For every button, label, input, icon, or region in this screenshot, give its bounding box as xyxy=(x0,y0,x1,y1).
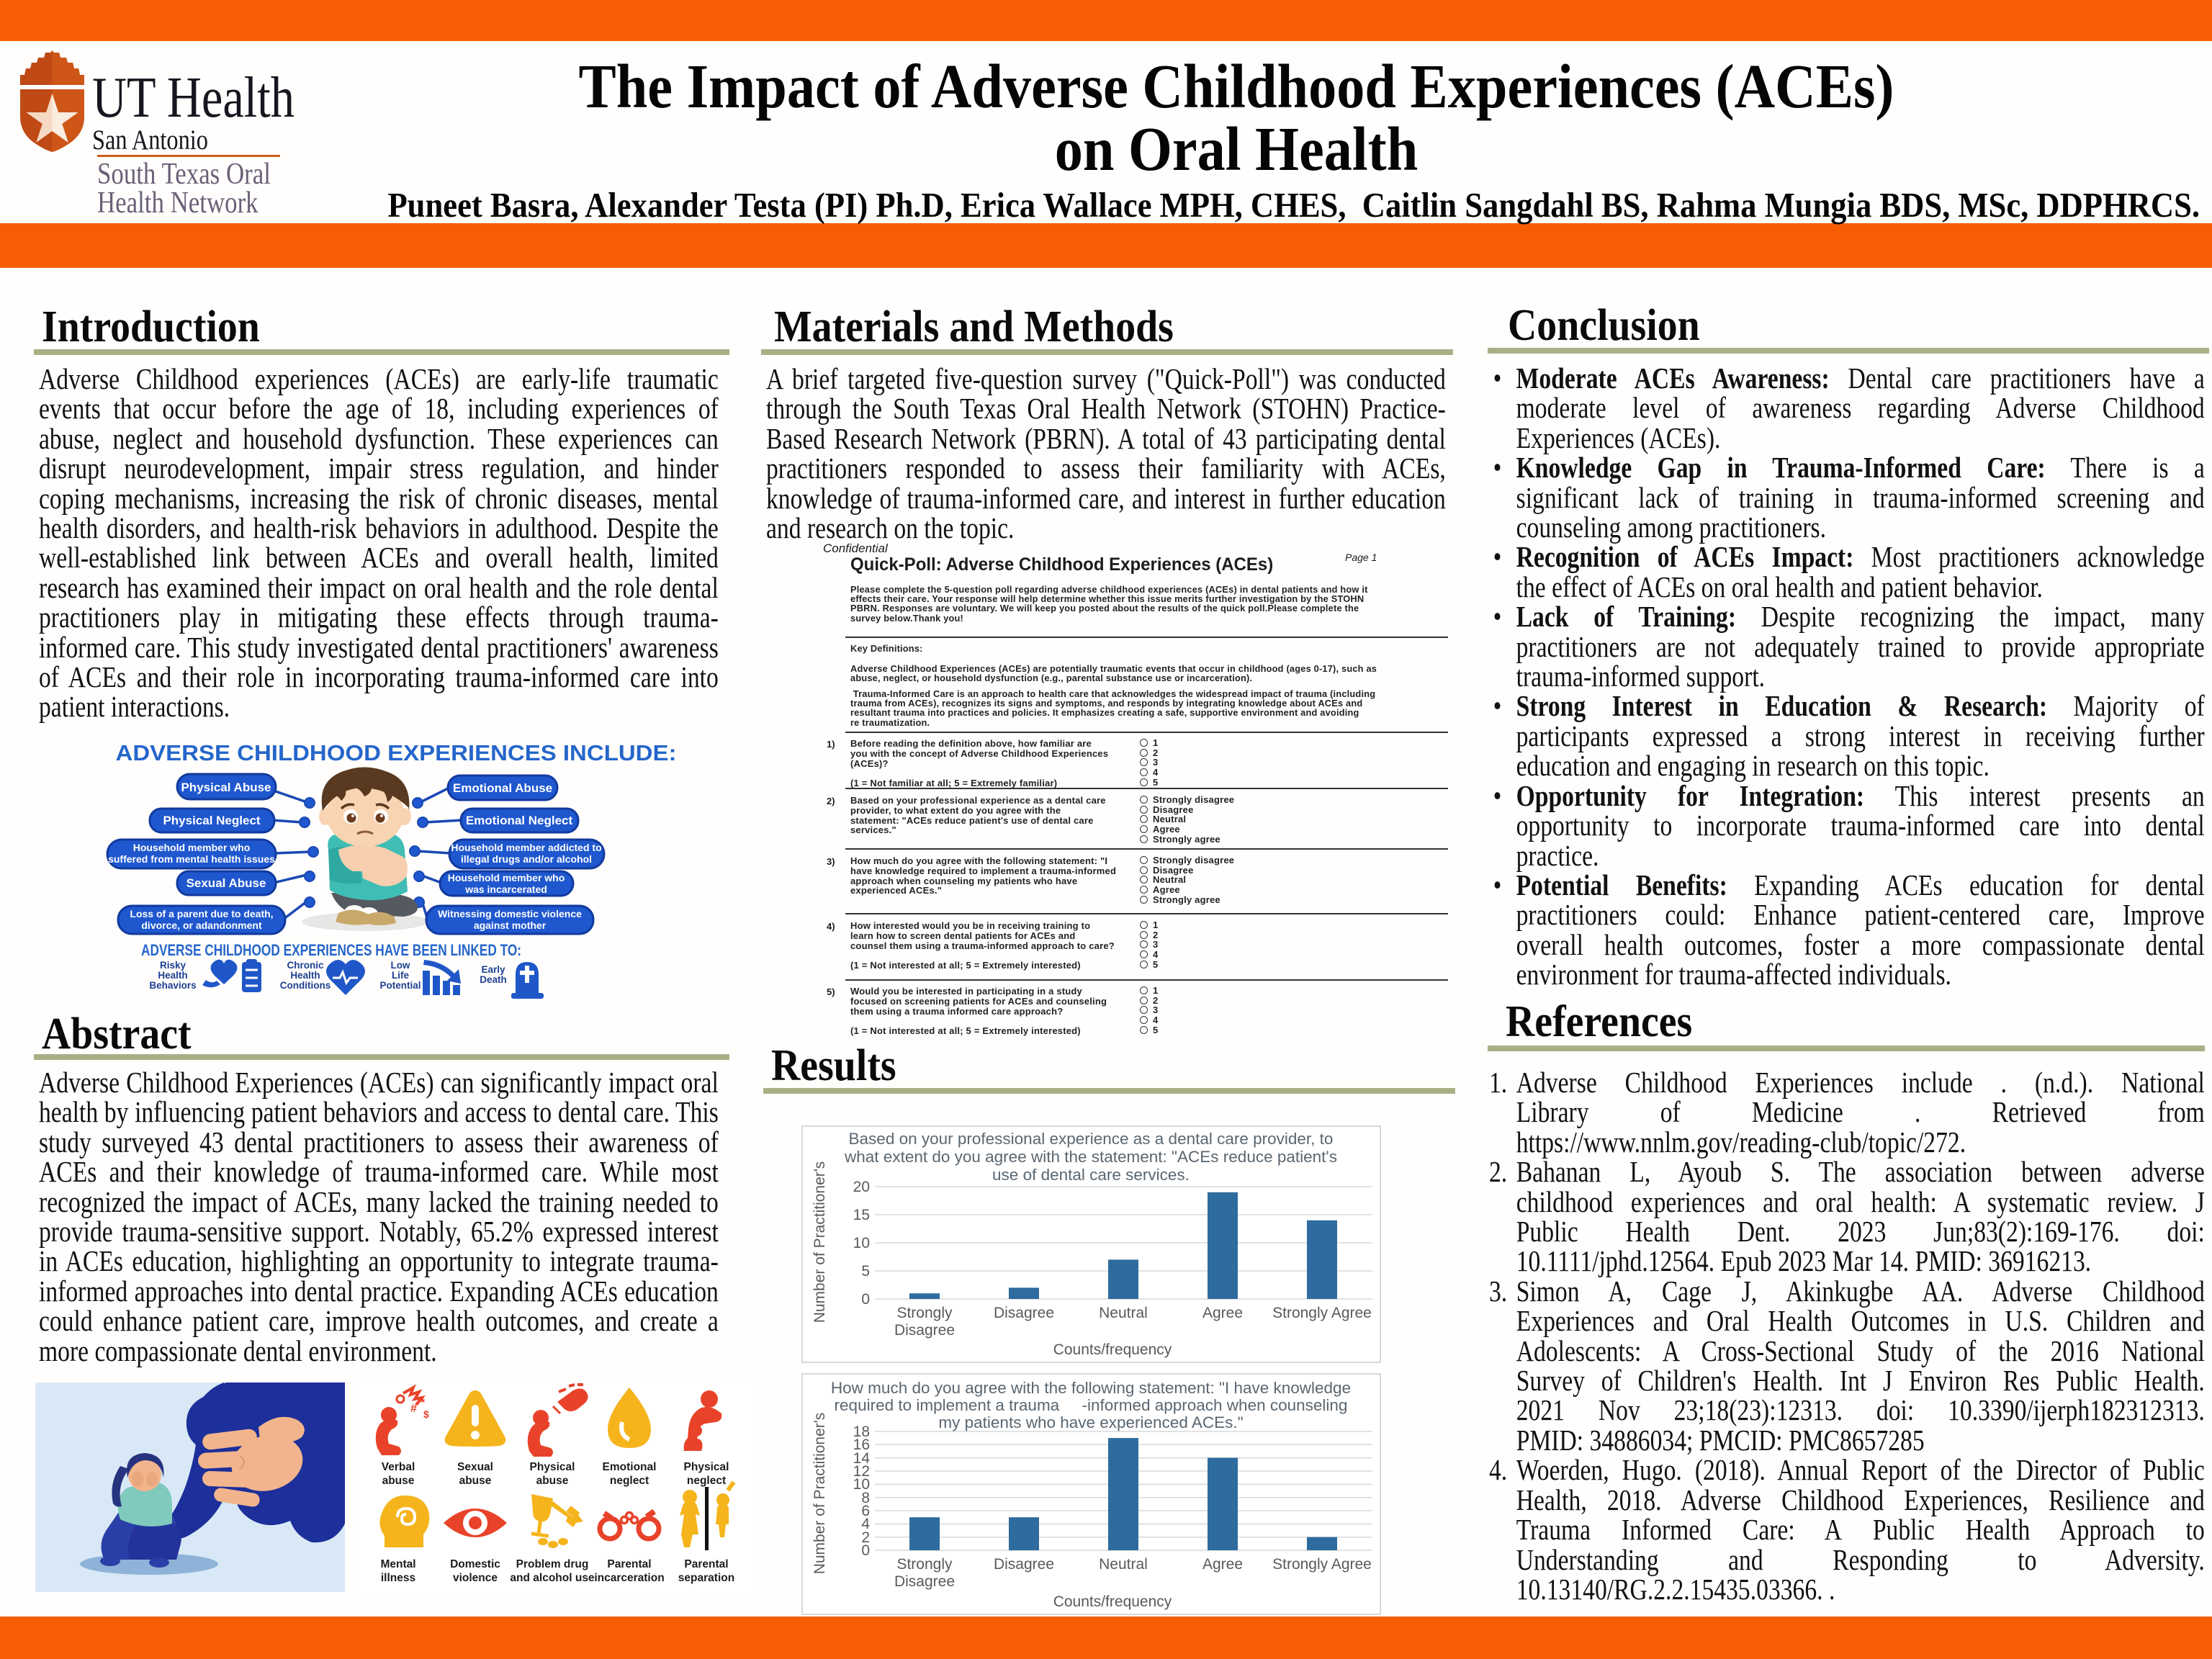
svg-text:Mental: Mental xyxy=(380,1558,415,1570)
svg-text:Household member who: Household member who xyxy=(133,842,251,853)
svg-text:How much do you agree with the: How much do you agree with the following… xyxy=(831,1379,1351,1397)
svg-text:Behaviors: Behaviors xyxy=(149,980,196,991)
svg-text:Household member addicted to: Household member addicted to xyxy=(451,842,601,853)
svg-text:Sexual: Sexual xyxy=(457,1461,493,1473)
svg-text:Life: Life xyxy=(392,970,409,981)
svg-text:Disagree: Disagree xyxy=(994,1305,1054,1321)
svg-text:Disagree: Disagree xyxy=(894,1573,955,1590)
svg-text:0: 0 xyxy=(861,1542,870,1559)
svg-text:violence: violence xyxy=(453,1572,498,1584)
svg-text:Number of Practitioner's: Number of Practitioner's xyxy=(811,1161,828,1323)
svg-text:Physical: Physical xyxy=(530,1461,575,1473)
svg-text:Strongly Agree: Strongly Agree xyxy=(1272,1305,1372,1321)
svg-text:Physical Abuse: Physical Abuse xyxy=(181,781,271,794)
svg-text:20: 20 xyxy=(853,1179,870,1195)
svg-text:Counts/frequency: Counts/frequency xyxy=(1053,1593,1172,1610)
svg-text:18: 18 xyxy=(853,1424,870,1440)
svg-text:10: 10 xyxy=(853,1235,870,1251)
svg-text:8: 8 xyxy=(861,1490,870,1506)
svg-text:Risky: Risky xyxy=(160,960,186,971)
svg-text:Low: Low xyxy=(391,960,410,971)
svg-text:abuse: abuse xyxy=(459,1475,492,1487)
svg-text:Strongly: Strongly xyxy=(896,1305,953,1321)
svg-text:Emotional Abuse: Emotional Abuse xyxy=(453,781,552,795)
svg-text:Emotional Neglect: Emotional Neglect xyxy=(466,814,573,827)
svg-text:ADVERSE CHILDHOOD EXPERIENCES: ADVERSE CHILDHOOD EXPERIENCES INCLUDE: xyxy=(116,742,677,765)
svg-text:Problem drug: Problem drug xyxy=(516,1558,589,1570)
svg-text:Loss of a parent due to death,: Loss of a parent due to death, xyxy=(130,908,273,920)
svg-text:Strongly: Strongly xyxy=(896,1556,953,1573)
svg-text:Physical Neglect: Physical Neglect xyxy=(163,814,260,827)
svg-text:0: 0 xyxy=(861,1291,870,1308)
svg-text:Parental: Parental xyxy=(607,1558,651,1570)
svg-text:illness: illness xyxy=(381,1572,415,1584)
svg-text:Disagree: Disagree xyxy=(894,1322,955,1339)
svg-text:Agree: Agree xyxy=(1202,1305,1243,1321)
svg-text:Agree: Agree xyxy=(1202,1556,1243,1573)
svg-text:Number of Practitioner's: Number of Practitioner's xyxy=(811,1413,828,1575)
svg-text:abuse: abuse xyxy=(536,1475,569,1487)
svg-text:neglect: neglect xyxy=(687,1475,726,1487)
svg-text:and alcohol use: and alcohol use xyxy=(510,1572,595,1584)
svg-text:against mother: against mother xyxy=(474,920,547,931)
svg-text:was incarcerated: was incarcerated xyxy=(464,884,547,895)
svg-text:Disagree: Disagree xyxy=(994,1556,1054,1573)
svg-text:4: 4 xyxy=(861,1516,870,1532)
svg-text:Emotional: Emotional xyxy=(603,1461,657,1473)
svg-text:Potential: Potential xyxy=(379,980,421,991)
svg-text:2: 2 xyxy=(861,1529,870,1546)
svg-text:6: 6 xyxy=(861,1503,870,1519)
svg-text:illegal drugs and/or alcohol: illegal drugs and/or alcohol xyxy=(461,853,592,865)
svg-text:Health: Health xyxy=(158,970,187,981)
svg-text:Witnessing domestic violence: Witnessing domestic violence xyxy=(438,908,582,920)
svg-text:Sexual Abuse: Sexual Abuse xyxy=(186,876,266,890)
svg-text:required to implement a trauma: required to implement a trauma -informed… xyxy=(835,1396,1348,1414)
svg-text:Verbal: Verbal xyxy=(382,1461,415,1473)
svg-text:Household member who: Household member who xyxy=(448,872,565,884)
svg-text:*: * xyxy=(421,1397,426,1409)
svg-text:Chronic: Chronic xyxy=(287,960,323,971)
svg-text:$: $ xyxy=(423,1408,429,1420)
svg-text:Death: Death xyxy=(480,974,507,985)
svg-text:ADVERSE CHILDHOOD EXPERIENCES: ADVERSE CHILDHOOD EXPERIENCES HAVE BEEN … xyxy=(141,941,521,959)
svg-text:Counts/frequency: Counts/frequency xyxy=(1053,1341,1172,1358)
svg-text:suffered from mental health is: suffered from mental health issues xyxy=(108,853,275,865)
svg-text:16: 16 xyxy=(853,1437,870,1453)
svg-text:Physical: Physical xyxy=(684,1461,729,1473)
svg-text:my patients who have experienc: my patients who have experienced ACEs." xyxy=(938,1413,1243,1431)
svg-text:Neutral: Neutral xyxy=(1099,1556,1148,1573)
svg-text:Health: Health xyxy=(290,970,320,981)
svg-text:#: # xyxy=(410,1403,417,1415)
svg-text:15: 15 xyxy=(853,1207,870,1223)
svg-text:Domestic: Domestic xyxy=(450,1558,500,1570)
svg-text:12: 12 xyxy=(853,1463,870,1480)
svg-text:5: 5 xyxy=(861,1263,870,1280)
svg-text:use of dental care services.: use of dental care services. xyxy=(992,1166,1190,1184)
svg-text:14: 14 xyxy=(853,1450,871,1467)
svg-text:Conditions: Conditions xyxy=(280,980,331,991)
svg-text:incarceration: incarceration xyxy=(594,1572,664,1584)
svg-text:Neutral: Neutral xyxy=(1099,1305,1148,1321)
svg-text:Parental: Parental xyxy=(684,1558,728,1570)
svg-text:separation: separation xyxy=(678,1572,734,1584)
svg-text:Strongly Agree: Strongly Agree xyxy=(1272,1556,1372,1573)
svg-text:10: 10 xyxy=(853,1476,870,1493)
svg-text:neglect: neglect xyxy=(610,1475,649,1487)
svg-text:Early: Early xyxy=(481,964,505,975)
svg-text:what extent do you agree with: what extent do you agree with the statem… xyxy=(844,1148,1337,1166)
svg-text:divorce, or adandonment: divorce, or adandonment xyxy=(141,920,262,931)
svg-text:Based on your professional exp: Based on your professional experience as… xyxy=(849,1130,1334,1148)
svg-text:abuse: abuse xyxy=(382,1475,415,1487)
